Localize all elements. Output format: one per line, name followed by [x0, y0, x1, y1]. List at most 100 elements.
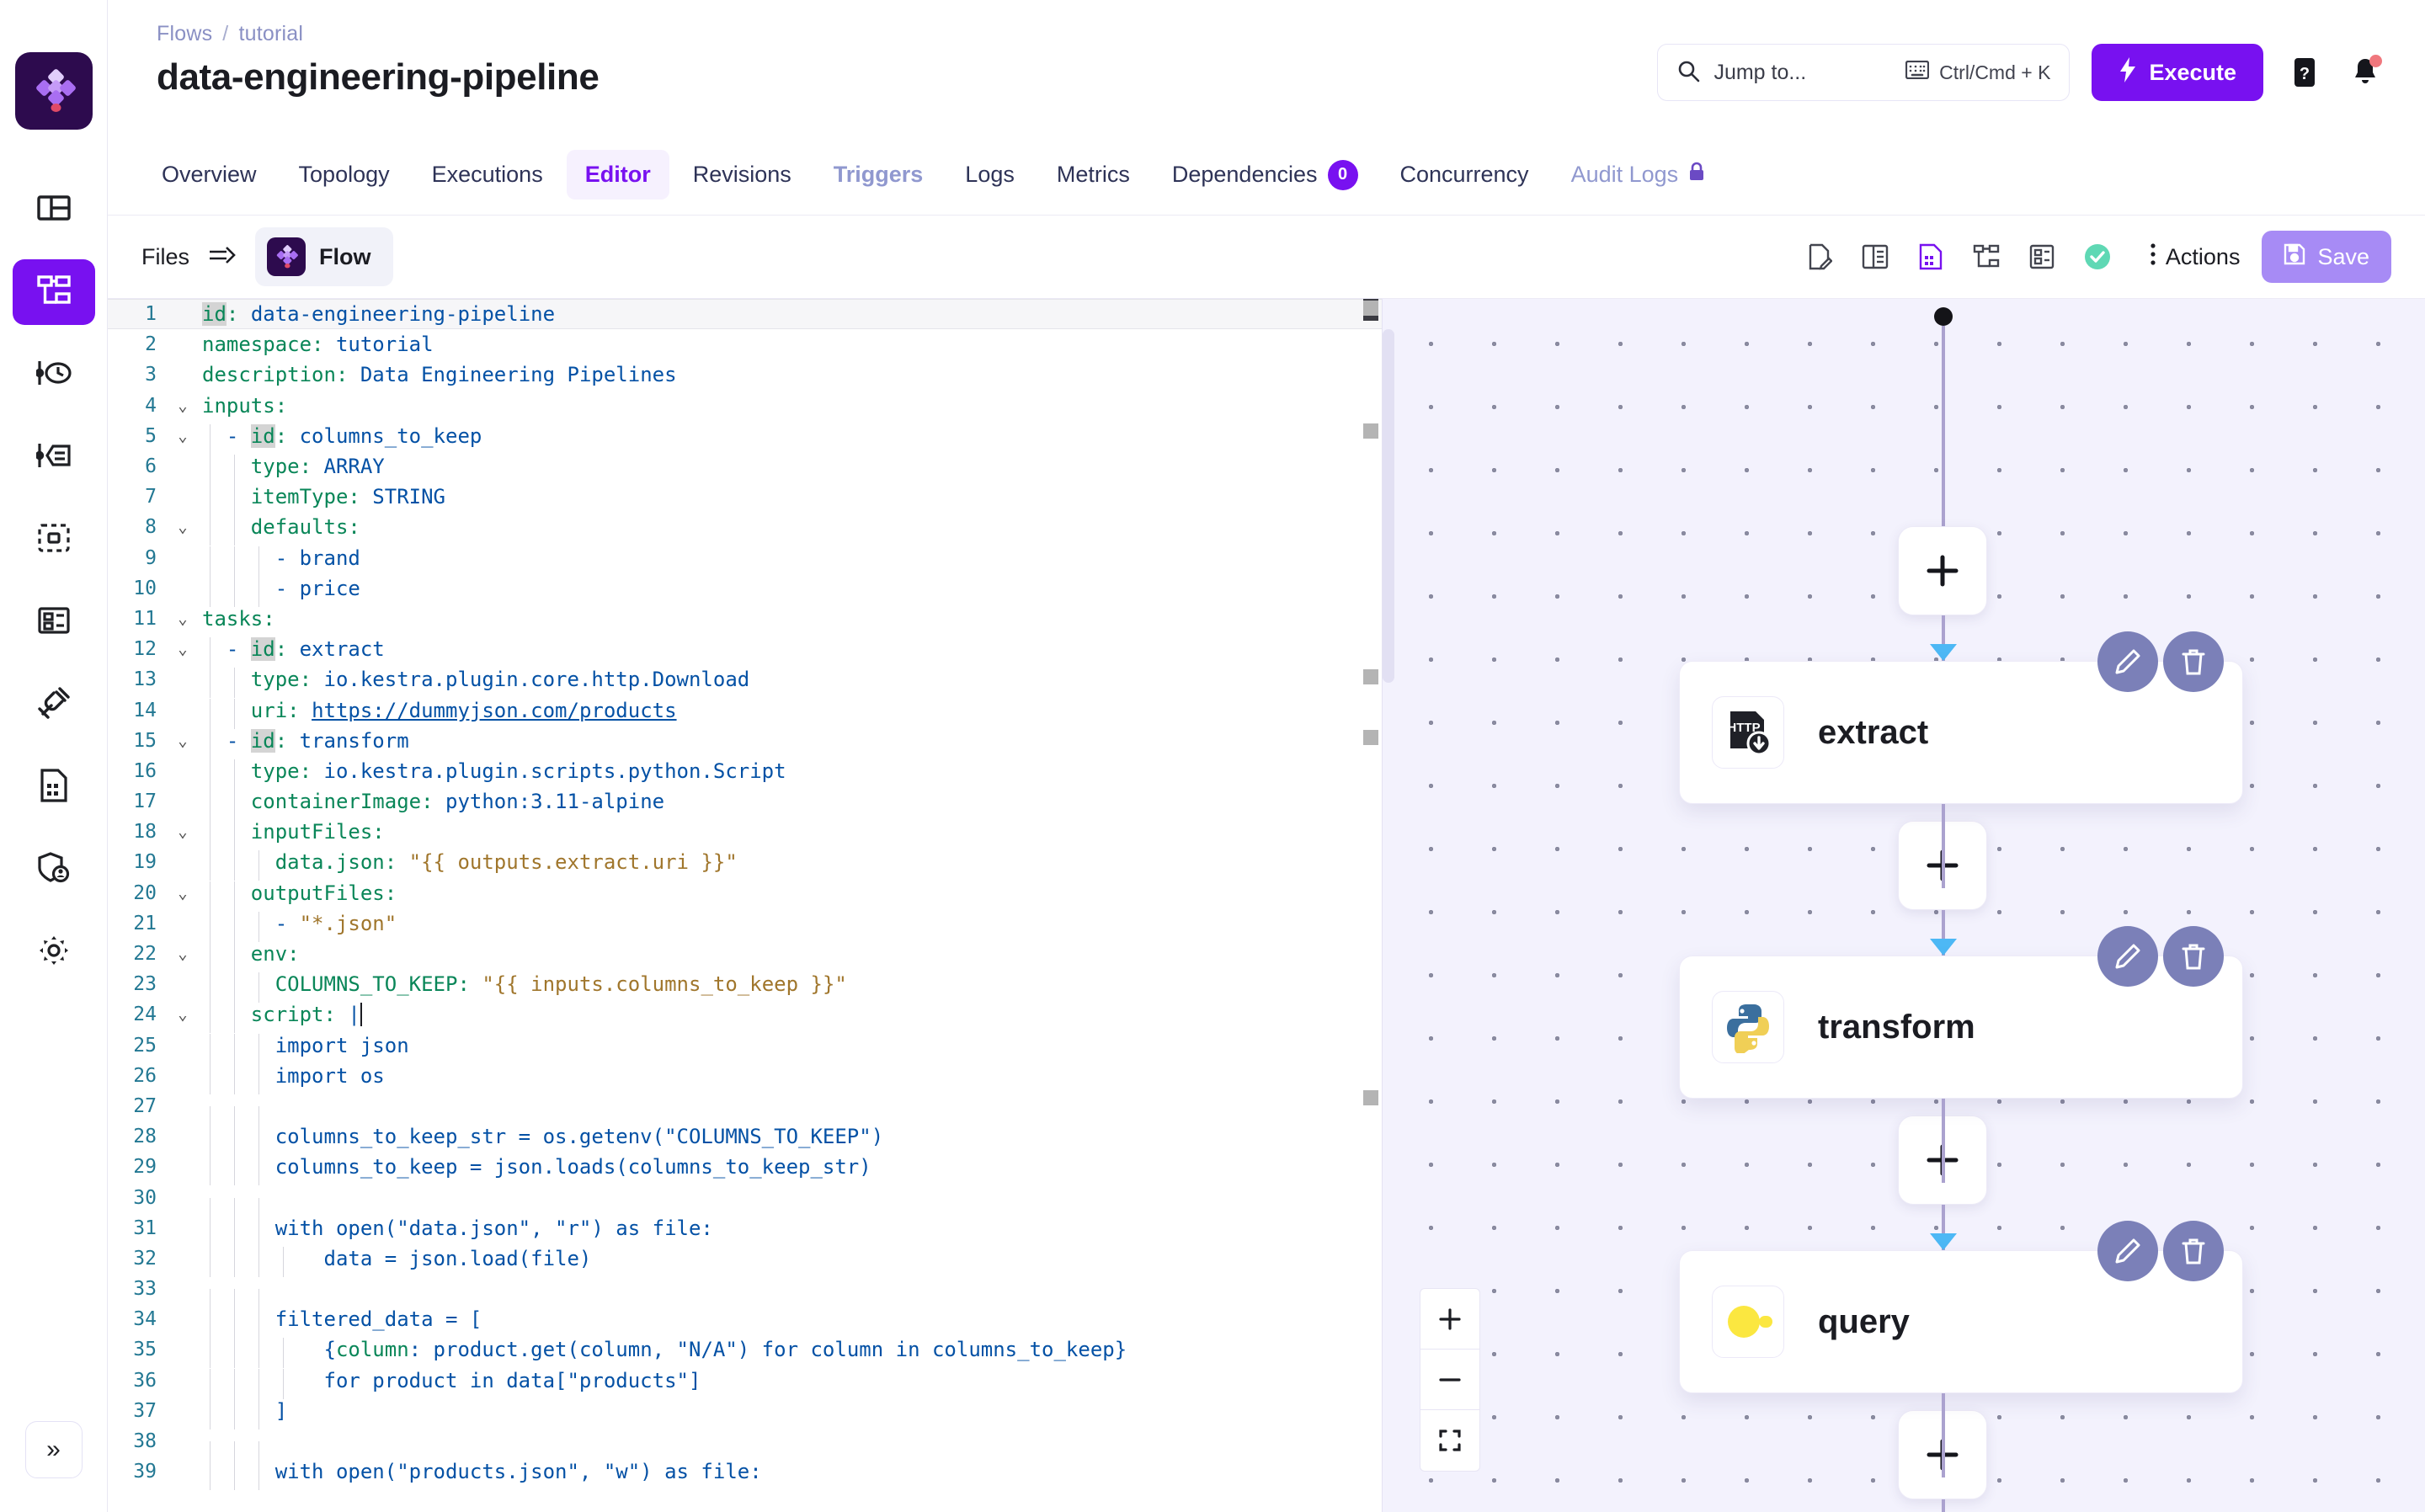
- code-line[interactable]: 13 type: io.kestra.plugin.core.http.Down…: [108, 664, 1382, 699]
- bell-icon[interactable]: [2346, 53, 2385, 92]
- fold-toggle-icon[interactable]: ⌄: [178, 731, 188, 750]
- fold-toggle-icon[interactable]: ⌄: [178, 1005, 188, 1025]
- add-task-button[interactable]: [1898, 526, 1987, 615]
- code-line[interactable]: 36 for product in data["products"]: [108, 1366, 1382, 1399]
- code-line[interactable]: 31 with open("data.json", "r") as file:: [108, 1213, 1382, 1247]
- code-line[interactable]: 23 COLUMNS_TO_KEEP: "{{ inputs.columns_t…: [108, 969, 1382, 1004]
- edit-task-button[interactable]: [2097, 631, 2158, 692]
- code-line[interactable]: 21 - "*.json": [108, 908, 1382, 942]
- validation-ok-icon[interactable]: [2073, 232, 2122, 281]
- sidebar-item-blueprints[interactable]: [13, 589, 95, 655]
- code-line[interactable]: 25 import json: [108, 1030, 1382, 1064]
- editor-view-icon[interactable]: [1795, 232, 1844, 281]
- editor-scrollbar[interactable]: [1360, 299, 1382, 1512]
- code-line[interactable]: 5 ⌄ - id: columns_to_keep: [108, 421, 1382, 455]
- code-line[interactable]: 1 id: data-engineering-pipeline: [108, 299, 1382, 330]
- code-line[interactable]: 33: [108, 1274, 1382, 1320]
- code-line[interactable]: 27: [108, 1091, 1382, 1137]
- code-link[interactable]: https://dummyjson.com/products: [312, 698, 677, 722]
- delete-task-button[interactable]: [2163, 1221, 2224, 1281]
- fold-toggle-icon[interactable]: ⌄: [178, 518, 188, 537]
- fold-toggle-icon[interactable]: ⌄: [178, 945, 188, 964]
- code-line[interactable]: 18 ⌄ inputFiles:: [108, 817, 1382, 851]
- code-line[interactable]: 4 ⌄ inputs:: [108, 391, 1382, 421]
- code-line[interactable]: 30: [108, 1182, 1382, 1228]
- edit-task-button[interactable]: [2097, 926, 2158, 987]
- execute-button[interactable]: Execute: [2092, 44, 2263, 101]
- split-view-icon[interactable]: [1851, 232, 1900, 281]
- task-node-extract[interactable]: HTTP extract: [1679, 631, 2243, 804]
- code-line[interactable]: 8 ⌄ defaults:: [108, 512, 1382, 546]
- code-line[interactable]: 38: [108, 1426, 1382, 1472]
- code-line[interactable]: 17 containerImage: python:3.11-alpine: [108, 786, 1382, 821]
- code-lines[interactable]: 1 id: data-engineering-pipeline 2 namespace…: [108, 299, 1382, 1512]
- code-line[interactable]: 26 import os: [108, 1061, 1382, 1094]
- code-line[interactable]: 9 - brand: [108, 543, 1382, 577]
- code-line[interactable]: 12 ⌄ - id: extract: [108, 634, 1382, 668]
- help-icon[interactable]: ?: [2285, 53, 2324, 92]
- code-line[interactable]: 6 type: ARRAY: [108, 451, 1382, 486]
- fold-toggle-icon[interactable]: ⌄: [178, 426, 188, 445]
- fold-toggle-icon[interactable]: ⌄: [178, 396, 188, 415]
- kestra-logo[interactable]: [14, 52, 93, 130]
- delete-task-button[interactable]: [2163, 631, 2224, 692]
- code-line[interactable]: 14 uri: https://dummyjson.com/products: [108, 695, 1382, 729]
- yaml-code-editor[interactable]: 1 id: data-engineering-pipeline 2 namespace…: [108, 299, 1382, 1512]
- files-label[interactable]: Files: [141, 243, 190, 269]
- tab-concurrency[interactable]: Concurrency: [1382, 150, 1548, 200]
- doc-view-icon[interactable]: [1906, 232, 1955, 281]
- search-input[interactable]: Jump to...: [1657, 44, 2071, 101]
- code-line[interactable]: 39 with open("products.json", "w") as fi…: [108, 1456, 1382, 1491]
- fit-view-button[interactable]: [1420, 1410, 1479, 1471]
- zoom-out-button[interactable]: [1420, 1350, 1479, 1410]
- code-line[interactable]: 22 ⌄ env:: [108, 939, 1382, 973]
- tab-executions[interactable]: Executions: [413, 150, 562, 200]
- tab-topology[interactable]: Topology: [280, 150, 408, 200]
- tab-dependencies[interactable]: Dependencies 0: [1154, 148, 1377, 202]
- tab-triggers[interactable]: Triggers: [815, 150, 942, 200]
- sidebar-item-flows[interactable]: [12, 259, 95, 325]
- code-line[interactable]: 32 data = json.load(file): [108, 1243, 1382, 1277]
- graph-scrollbar[interactable]: [1383, 329, 1394, 683]
- sidebar-item-plugins[interactable]: [13, 672, 95, 737]
- code-line[interactable]: 10 - price: [108, 573, 1382, 607]
- code-line[interactable]: 34 filtered_data = [: [108, 1304, 1382, 1339]
- tab-audit-logs[interactable]: Audit Logs: [1553, 150, 1724, 200]
- zoom-in-button[interactable]: [1420, 1289, 1479, 1350]
- code-line[interactable]: 37 ]: [108, 1396, 1382, 1429]
- sidebar-item-settings[interactable]: [13, 919, 95, 985]
- breadcrumb-namespace[interactable]: tutorial: [238, 22, 304, 45]
- code-line[interactable]: 7 itemType: STRING: [108, 482, 1382, 516]
- delete-task-button[interactable]: [2163, 926, 2224, 987]
- code-line[interactable]: 16 type: io.kestra.plugin.scripts.python…: [108, 756, 1382, 790]
- fold-toggle-icon[interactable]: ⌄: [178, 883, 188, 902]
- breadcrumb-flows[interactable]: Flows: [157, 22, 213, 45]
- actions-menu-button[interactable]: Actions: [2149, 242, 2240, 273]
- save-button[interactable]: Save: [2262, 231, 2391, 283]
- form-view-icon[interactable]: [2017, 232, 2066, 281]
- tab-revisions[interactable]: Revisions: [674, 150, 810, 200]
- tab-logs[interactable]: Logs: [946, 150, 1033, 200]
- code-line[interactable]: 29 columns_to_keep = json.loads(columns_…: [108, 1152, 1382, 1186]
- sidebar-item-dashboard[interactable]: [13, 177, 95, 242]
- code-line[interactable]: 28 columns_to_keep_str = os.getenv("COLU…: [108, 1121, 1382, 1156]
- task-node-transform[interactable]: transform: [1679, 926, 2243, 1099]
- fold-toggle-icon[interactable]: ⌄: [178, 609, 188, 628]
- task-node-query[interactable]: query: [1679, 1221, 2243, 1393]
- fold-toggle-icon[interactable]: ⌄: [178, 823, 188, 842]
- code-line[interactable]: 2 namespace: tutorial: [108, 329, 1382, 359]
- tab-overview[interactable]: Overview: [143, 150, 275, 200]
- topology-graph[interactable]: HTTP extract transform query: [1382, 299, 2425, 1512]
- code-line[interactable]: 19 data.json: "{{ outputs.extract.uri }}…: [108, 847, 1382, 881]
- expand-sidebar-button[interactable]: »: [24, 1421, 83, 1478]
- code-line[interactable]: 24 ⌄ script: |: [108, 999, 1382, 1034]
- tab-flow-file[interactable]: Flow: [255, 227, 393, 286]
- expand-arrow-icon[interactable]: [208, 245, 237, 269]
- fold-toggle-icon[interactable]: ⌄: [178, 640, 188, 659]
- tab-metrics[interactable]: Metrics: [1038, 150, 1149, 200]
- code-line[interactable]: 35 {column: product.get(column, "N/A") f…: [108, 1334, 1382, 1369]
- sidebar-item-namespaces[interactable]: [13, 507, 95, 572]
- topology-view-icon[interactable]: [1962, 232, 2011, 281]
- code-line[interactable]: 20 ⌄ outputFiles:: [108, 878, 1382, 912]
- sidebar-item-documentation[interactable]: [13, 754, 95, 820]
